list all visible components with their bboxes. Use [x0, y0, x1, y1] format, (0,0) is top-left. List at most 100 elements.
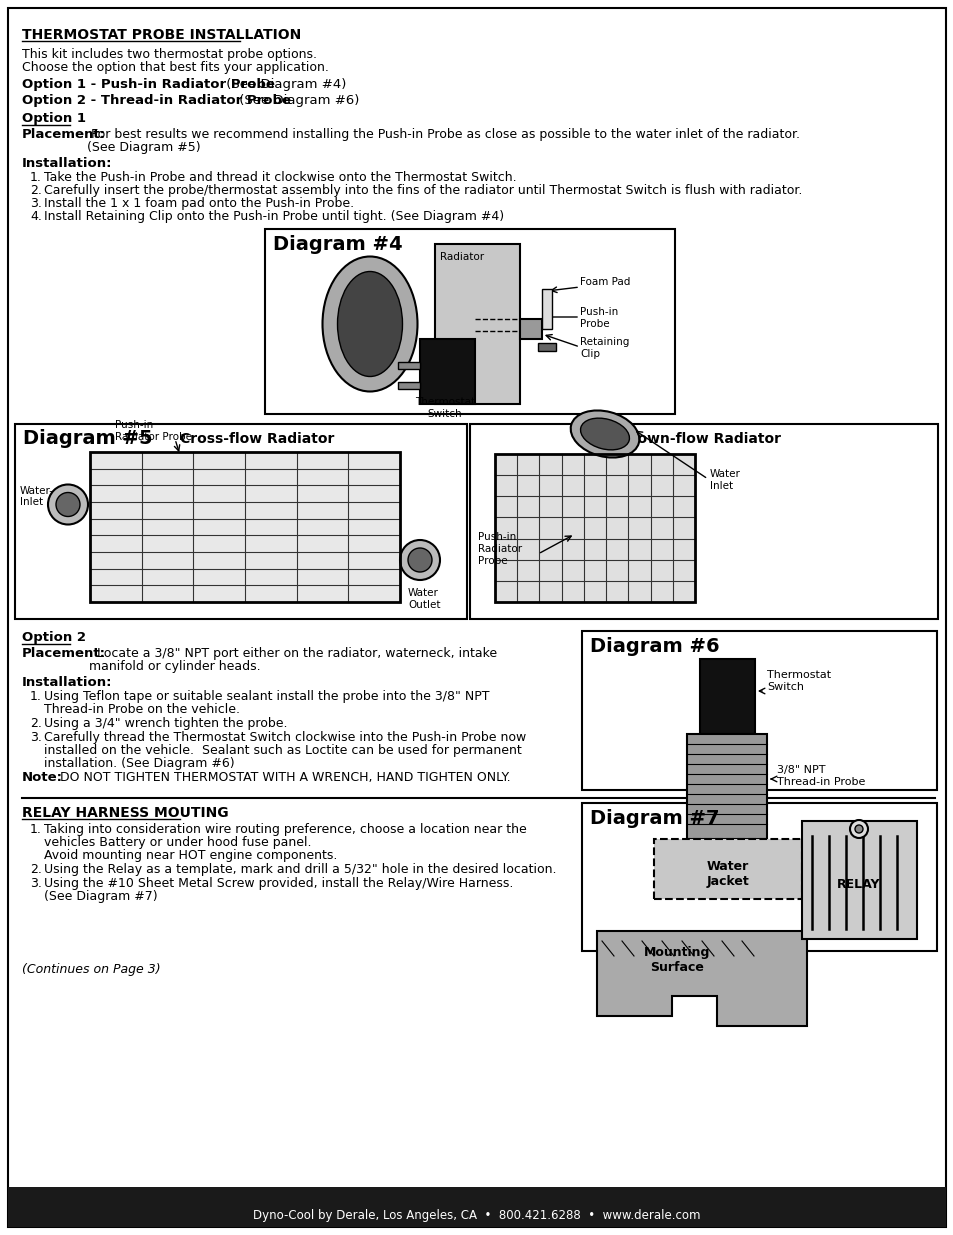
Text: Option 2: Option 2	[22, 631, 86, 643]
Text: Down-flow Radiator: Down-flow Radiator	[626, 432, 781, 446]
Text: Avoid mounting near HOT engine components.: Avoid mounting near HOT engine component…	[44, 848, 337, 862]
Text: 2.: 2.	[30, 863, 42, 876]
Bar	[581, 803, 936, 951]
Text: (See Diagram #4): (See Diagram #4)	[222, 78, 346, 91]
Text: 1.: 1.	[30, 690, 42, 703]
Text: Carefully insert the probe/thermostat assembly into the fins of the radiator unt: Carefully insert the probe/thermostat as…	[44, 184, 801, 198]
Text: Thread-in Probe on the vehicle.: Thread-in Probe on the vehicle.	[44, 703, 240, 716]
Text: Install Retaining Clip onto the Push-in Probe until tight. (See Diagram #4): Install Retaining Clip onto the Push-in …	[44, 210, 503, 224]
Text: Note:: Note:	[22, 771, 63, 784]
Text: Installation:: Installation:	[22, 676, 112, 689]
Text: This kit includes two thermostat probe options.: This kit includes two thermostat probe o…	[22, 48, 316, 61]
Text: Thermostat
Switch: Thermostat Switch	[766, 671, 830, 692]
Text: Install the 1 x 1 foam pad onto the Push-in Probe.: Install the 1 x 1 foam pad onto the Push…	[44, 198, 354, 210]
Text: Option 1: Option 1	[22, 112, 86, 125]
Text: RELAY HARNESS MOUTING: RELAY HARNESS MOUTING	[22, 806, 229, 820]
Text: Cross-flow Radiator: Cross-flow Radiator	[180, 432, 334, 446]
Text: Push-in
Radiator
Probe: Push-in Radiator Probe	[477, 532, 521, 566]
Text: Locate a 3/8" NPT port either on the radiator, waterneck, intake: Locate a 3/8" NPT port either on the rad…	[89, 647, 497, 659]
Text: installation. (See Diagram #6): installation. (See Diagram #6)	[44, 757, 234, 769]
Bar	[470, 424, 937, 619]
Bar	[519, 319, 541, 338]
Text: 3.: 3.	[30, 731, 42, 743]
Bar	[654, 839, 801, 899]
Text: Option 1 - Push-in Radiator Probe: Option 1 - Push-in Radiator Probe	[22, 78, 274, 91]
Bar	[581, 631, 936, 790]
Bar	[801, 821, 916, 939]
Bar	[90, 452, 399, 601]
Text: Diagram #4: Diagram #4	[273, 235, 402, 254]
Text: Diagram #5: Diagram #5	[23, 429, 152, 448]
Text: 2.: 2.	[30, 718, 42, 730]
Text: Installation:: Installation:	[22, 157, 112, 170]
Text: Mounting
Surface: Mounting Surface	[643, 946, 709, 974]
Text: Water
Outlet: Water Outlet	[408, 588, 440, 610]
Ellipse shape	[570, 410, 639, 457]
Text: 1.: 1.	[30, 170, 42, 184]
Text: 4.: 4.	[30, 210, 42, 224]
Text: Water
Inlet: Water Inlet	[709, 469, 740, 490]
Bar	[541, 289, 552, 329]
Bar	[495, 454, 695, 601]
Text: (See Diagram #7): (See Diagram #7)	[44, 890, 157, 903]
Ellipse shape	[322, 257, 417, 391]
Text: 1.: 1.	[30, 823, 42, 836]
Bar	[8, 1187, 945, 1228]
Text: 3.: 3.	[30, 877, 42, 890]
Circle shape	[854, 825, 862, 832]
Circle shape	[408, 548, 432, 572]
Text: 3.: 3.	[30, 198, 42, 210]
Text: Using the #10 Sheet Metal Screw provided, install the Relay/Wire Harness.: Using the #10 Sheet Metal Screw provided…	[44, 877, 513, 890]
Text: Retaining
Clip: Retaining Clip	[579, 337, 629, 358]
Text: (See Diagram #5): (See Diagram #5)	[87, 141, 200, 154]
Text: (See Diagram #6): (See Diagram #6)	[234, 94, 359, 107]
Text: Push-in
Radiator Probe: Push-in Radiator Probe	[115, 420, 192, 442]
Text: Using the Relay as a template, mark and drill a 5/32" hole in the desired locati: Using the Relay as a template, mark and …	[44, 863, 556, 876]
Bar	[397, 382, 419, 389]
Bar	[537, 343, 556, 351]
Ellipse shape	[337, 272, 402, 377]
Text: Dyno-Cool by Derale, Los Angeles, CA  •  800.421.6288  •  www.derale.com: Dyno-Cool by Derale, Los Angeles, CA • 8…	[253, 1209, 700, 1221]
Text: RELAY: RELAY	[837, 878, 880, 892]
Text: Water
Jacket: Water Jacket	[706, 860, 749, 888]
Text: Radiator: Radiator	[439, 252, 483, 262]
Text: Using Teflon tape or suitable sealant install the probe into the 3/8" NPT: Using Teflon tape or suitable sealant in…	[44, 690, 489, 703]
Text: THERMOSTAT PROBE INSTALLATION: THERMOSTAT PROBE INSTALLATION	[22, 28, 301, 42]
Bar	[495, 454, 695, 601]
Bar	[397, 362, 419, 369]
Text: DO NOT TIGHTEN THERMOSTAT WITH A WRENCH, HAND TIGHTEN ONLY.: DO NOT TIGHTEN THERMOSTAT WITH A WRENCH,…	[60, 771, 510, 784]
Text: Push-in
Probe: Push-in Probe	[579, 308, 618, 329]
Text: Using a 3/4" wrench tighten the probe.: Using a 3/4" wrench tighten the probe.	[44, 718, 287, 730]
Bar	[419, 338, 475, 404]
Bar	[265, 228, 675, 414]
Bar	[435, 245, 519, 404]
Text: Carefully thread the Thermostat Switch clockwise into the Push-in Probe now: Carefully thread the Thermostat Switch c…	[44, 731, 526, 743]
Polygon shape	[597, 931, 806, 1026]
Text: (Continues on Page 3): (Continues on Page 3)	[22, 963, 160, 976]
Text: Water-
Inlet: Water- Inlet	[20, 485, 54, 508]
Ellipse shape	[580, 419, 629, 450]
Text: Diagram #6: Diagram #6	[589, 637, 719, 656]
Text: For best results we recommend installing the Push-in Probe as close as possible : For best results we recommend installing…	[87, 128, 800, 141]
Bar	[686, 734, 766, 839]
Circle shape	[849, 820, 867, 839]
Text: Foam Pad: Foam Pad	[579, 277, 630, 287]
Text: Placement:: Placement:	[22, 647, 106, 659]
Text: manifold or cylinder heads.: manifold or cylinder heads.	[89, 659, 260, 673]
Bar	[15, 424, 467, 619]
Text: Placement:: Placement:	[22, 128, 106, 141]
Text: Taking into consideration wire routing preference, choose a location near the: Taking into consideration wire routing p…	[44, 823, 526, 836]
Text: 2.: 2.	[30, 184, 42, 198]
Text: Take the Push-in Probe and thread it clockwise onto the Thermostat Switch.: Take the Push-in Probe and thread it clo…	[44, 170, 517, 184]
Text: vehicles Battery or under hood fuse panel.: vehicles Battery or under hood fuse pane…	[44, 836, 312, 848]
Text: Diagram #7: Diagram #7	[589, 809, 719, 827]
Text: 3/8" NPT
Thread-in Probe: 3/8" NPT Thread-in Probe	[776, 766, 864, 787]
Circle shape	[56, 493, 80, 516]
Text: Thermostat
Switch: Thermostat Switch	[415, 396, 475, 419]
Circle shape	[399, 540, 439, 580]
Text: installed on the vehicle.  Sealant such as Loctite can be used for permanent: installed on the vehicle. Sealant such a…	[44, 743, 521, 757]
Text: Choose the option that best fits your application.: Choose the option that best fits your ap…	[22, 61, 329, 74]
Text: Option 2 - Thread-in Radiator Probe: Option 2 - Thread-in Radiator Probe	[22, 94, 291, 107]
Circle shape	[48, 484, 88, 525]
Bar	[90, 452, 399, 601]
